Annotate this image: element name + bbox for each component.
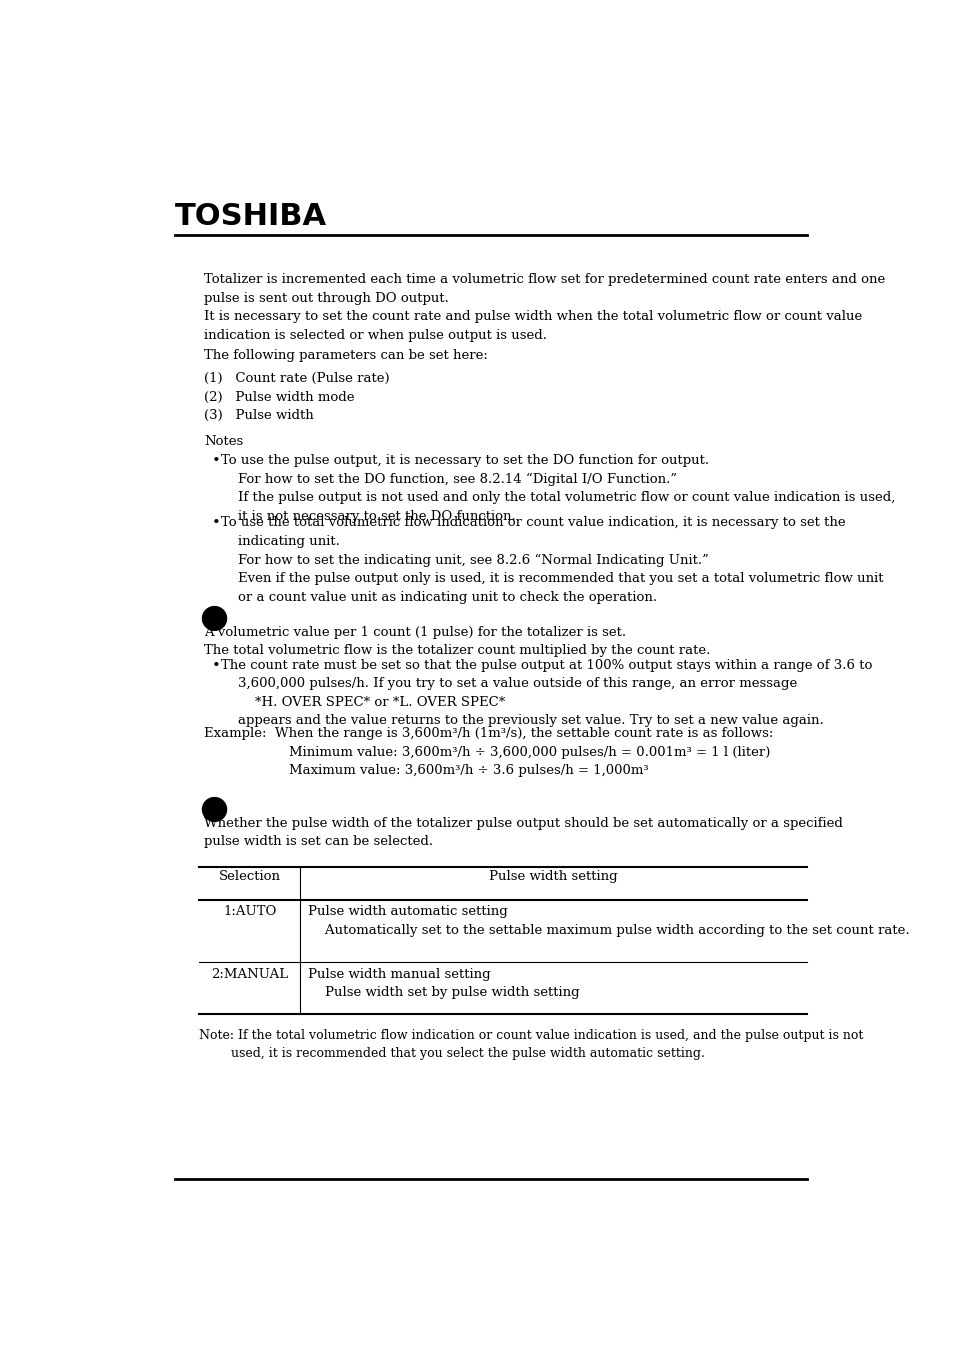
Text: TOSHIBA: TOSHIBA (174, 201, 327, 231)
Text: 1:AUTO: 1:AUTO (223, 906, 276, 918)
Text: ●: ● (199, 792, 228, 825)
Text: Selection: Selection (218, 869, 280, 883)
Text: Pulse width automatic setting
    Automatically set to the settable maximum puls: Pulse width automatic setting Automatica… (308, 906, 908, 937)
Text: Example:  When the range is 3,600m³/h (1m³/s), the settable count rate is as fol: Example: When the range is 3,600m³/h (1m… (204, 728, 773, 778)
Text: 2:MANUAL: 2:MANUAL (211, 968, 288, 980)
Text: Whether the pulse width of the totalizer pulse output should be set automaticall: Whether the pulse width of the totalizer… (204, 817, 842, 848)
Text: The count rate must be set so that the pulse output at 100% output stays within : The count rate must be set so that the p… (221, 659, 872, 728)
Text: Note: If the total volumetric flow indication or count value indication is used,: Note: If the total volumetric flow indic… (199, 1029, 862, 1061)
Text: Totalizer is incremented each time a volumetric flow set for predetermined count: Totalizer is incremented each time a vol… (204, 273, 884, 342)
Text: Pulse width manual setting
    Pulse width set by pulse width setting: Pulse width manual setting Pulse width s… (308, 968, 578, 999)
Text: •: • (212, 517, 220, 531)
Text: Notes: Notes (204, 436, 243, 448)
Text: (3)   Pulse width: (3) Pulse width (204, 409, 314, 423)
Text: •: • (212, 454, 220, 468)
Text: A volumetric value per 1 count (1 pulse) for the totalizer is set.
The total vol: A volumetric value per 1 count (1 pulse)… (204, 625, 710, 657)
Text: To use the pulse output, it is necessary to set the DO function for output.
    : To use the pulse output, it is necessary… (221, 454, 895, 522)
Text: (1)   Count rate (Pulse rate): (1) Count rate (Pulse rate) (204, 373, 390, 385)
Text: (2)   Pulse width mode: (2) Pulse width mode (204, 390, 355, 404)
Text: ●: ● (199, 601, 228, 633)
Text: Pulse width setting: Pulse width setting (489, 869, 618, 883)
Text: The following parameters can be set here:: The following parameters can be set here… (204, 350, 488, 362)
Text: •: • (212, 659, 220, 672)
Text: To use the total volumetric flow indication or count value indication, it is nec: To use the total volumetric flow indicat… (221, 517, 882, 603)
